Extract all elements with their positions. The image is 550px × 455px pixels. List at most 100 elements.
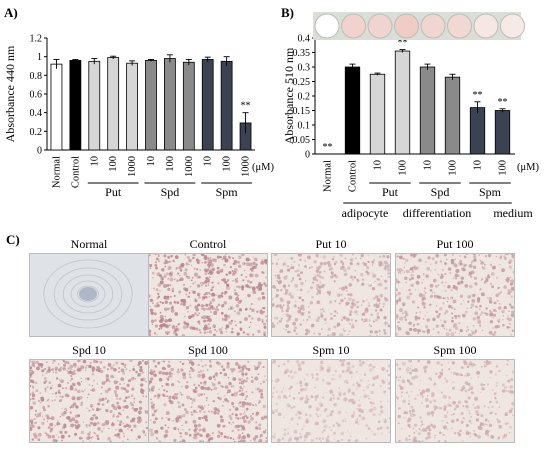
lipid-droplet — [325, 381, 330, 386]
lipid-droplet — [81, 437, 84, 440]
lipid-droplet — [416, 322, 420, 326]
lipid-droplet — [75, 405, 79, 409]
lipid-droplet — [243, 410, 246, 412]
lipid-droplet — [226, 279, 230, 282]
lipid-droplet — [305, 328, 309, 332]
lipid-droplet — [91, 369, 95, 373]
lipid-droplet — [433, 408, 437, 411]
lipid-droplet — [445, 258, 448, 261]
lipid-droplet — [332, 374, 335, 377]
lipid-droplet — [451, 386, 456, 390]
lipid-droplet — [186, 326, 189, 329]
lipid-droplet — [138, 413, 141, 415]
lipid-droplet — [60, 434, 65, 439]
lipid-droplet — [81, 390, 83, 392]
lipid-droplet — [489, 370, 493, 374]
lipid-droplet — [295, 332, 298, 336]
lipid-droplet — [89, 361, 92, 365]
lipid-droplet — [131, 403, 134, 407]
lipid-droplet — [323, 317, 327, 322]
lipid-droplet — [493, 308, 496, 312]
lipid-droplet — [160, 276, 164, 280]
lipid-droplet — [340, 438, 343, 441]
lipid-droplet — [506, 317, 510, 321]
lipid-droplet — [255, 411, 260, 416]
lipid-droplet — [488, 300, 493, 304]
lipid-droplet — [417, 306, 419, 309]
lipid-droplet — [485, 307, 488, 310]
lipid-droplet — [479, 260, 482, 262]
y-tick-label: 0.15 — [293, 106, 311, 117]
lipid-droplet — [192, 419, 197, 424]
lipid-droplet — [435, 324, 439, 328]
lipid-droplet — [397, 321, 400, 324]
lipid-droplet — [206, 387, 211, 391]
lipid-droplet — [165, 390, 168, 393]
lipid-droplet — [287, 428, 289, 430]
lipid-droplet — [421, 297, 425, 300]
lipid-droplet — [411, 270, 415, 273]
lipid-droplet — [258, 438, 263, 442]
lipid-droplet — [80, 365, 85, 370]
lipid-droplet — [441, 419, 444, 422]
lipid-droplet — [276, 274, 280, 278]
lipid-droplet — [506, 325, 510, 329]
lipid-droplet — [495, 365, 499, 368]
lipid-droplet — [198, 428, 202, 432]
lipid-droplet — [439, 275, 444, 280]
x-tick-label: 10 — [89, 156, 100, 167]
lipid-droplet — [382, 306, 385, 308]
lipid-droplet — [249, 307, 252, 310]
lipid-droplet — [228, 320, 233, 325]
lipid-droplet — [429, 294, 434, 298]
lipid-droplet — [206, 369, 209, 372]
lipid-droplet — [401, 269, 404, 272]
lipid-droplet — [487, 254, 492, 257]
lipid-droplet — [157, 361, 161, 365]
lipid-droplet — [96, 437, 100, 441]
lipid-droplet — [361, 361, 365, 365]
lipid-droplet — [386, 369, 389, 372]
lipid-droplet — [101, 423, 105, 427]
lipid-droplet — [479, 304, 482, 308]
lipid-droplet — [183, 315, 186, 318]
lipid-droplet — [455, 372, 459, 376]
lipid-droplet — [396, 325, 399, 328]
lipid-droplet — [207, 306, 212, 311]
lipid-droplet — [161, 268, 165, 272]
lipid-droplet — [181, 333, 186, 336]
lipid-droplet — [350, 318, 354, 322]
lipid-droplet — [251, 412, 254, 415]
lipid-droplet — [295, 300, 297, 303]
lipid-droplet — [452, 381, 455, 384]
lipid-droplet — [69, 411, 72, 414]
lipid-droplet — [409, 371, 412, 375]
lipid-droplet — [177, 401, 181, 404]
lipid-droplet — [240, 254, 245, 256]
lipid-droplet — [241, 285, 245, 289]
lipid-droplet — [396, 294, 398, 297]
lipid-droplet — [59, 395, 61, 398]
lipid-droplet — [378, 302, 381, 305]
lipid-droplet — [494, 373, 497, 376]
lipid-droplet — [197, 363, 201, 367]
lipid-droplet — [467, 328, 469, 331]
lipid-droplet — [196, 260, 200, 265]
lipid-droplet — [222, 303, 225, 306]
x-tick-label: 100 — [108, 156, 119, 172]
lipid-droplet — [221, 258, 223, 261]
lipid-droplet — [333, 432, 336, 435]
lipid-droplet — [204, 257, 208, 260]
lipid-droplet — [314, 275, 316, 278]
lipid-droplet — [479, 324, 482, 327]
lipid-droplet — [356, 305, 360, 309]
lipid-droplet — [210, 388, 213, 391]
lipid-droplet — [245, 407, 249, 411]
lipid-droplet — [509, 323, 511, 325]
lipid-droplet — [277, 395, 282, 400]
lipid-droplet — [399, 255, 403, 260]
lipid-droplet — [361, 416, 366, 421]
lipid-droplet — [372, 297, 376, 300]
lipid-droplet — [32, 432, 37, 437]
lipid-droplet — [508, 310, 510, 313]
